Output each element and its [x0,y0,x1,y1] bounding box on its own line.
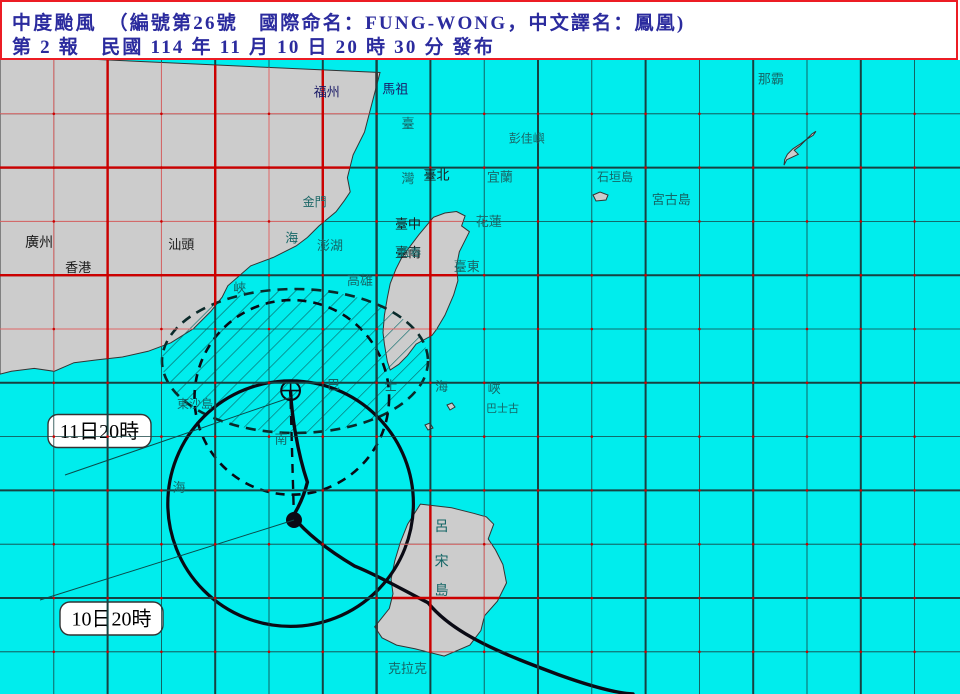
svg-text:恆春: 恆春 [399,245,421,259]
svg-text:呂: 呂 [435,520,449,535]
svg-text:高雄: 高雄 [347,273,373,288]
svg-text:海: 海 [173,480,186,495]
svg-text:廣州: 廣州 [25,234,53,251]
svg-text:臺中: 臺中 [395,217,421,232]
svg-text:宮古島: 宮古島 [652,192,691,207]
svg-text:峽: 峽 [488,381,501,396]
svg-text:11日20時: 11日20時 [60,420,139,443]
svg-text:海: 海 [435,379,448,394]
svg-text:馬祖: 馬祖 [382,82,408,97]
svg-text:福州: 福州 [314,85,340,100]
svg-text:香港: 香港 [65,260,91,275]
svg-text:彭佳嶼: 彭佳嶼 [509,132,545,146]
svg-text:南: 南 [275,431,288,446]
svg-text:巴士古: 巴士古 [486,402,519,415]
svg-text:石垣島: 石垣島 [597,169,633,184]
svg-text:那霸: 那霸 [758,71,784,86]
svg-text:宜蘭: 宜蘭 [487,170,513,185]
svg-text:澎湖: 澎湖 [317,238,343,253]
svg-text:宋: 宋 [435,554,449,570]
svg-text:花蓮: 花蓮 [476,214,502,229]
svg-text:金門: 金門 [303,194,327,209]
svg-text:峽: 峽 [233,281,246,296]
svg-text:臺: 臺 [401,116,414,131]
svg-text:巴: 巴 [327,378,340,393]
svg-text:臺北: 臺北 [423,167,449,182]
svg-text:灣: 灣 [401,171,414,186]
svg-text:海: 海 [285,231,298,246]
svg-text:東沙島: 東沙島 [177,396,213,411]
svg-text:島: 島 [435,583,449,599]
svg-text:士: 士 [384,379,397,394]
svg-text:10日20時: 10日20時 [72,608,152,631]
svg-text:克拉克: 克拉克 [388,661,427,676]
svg-text:汕頭: 汕頭 [168,237,194,252]
svg-text:臺東: 臺東 [454,259,480,274]
